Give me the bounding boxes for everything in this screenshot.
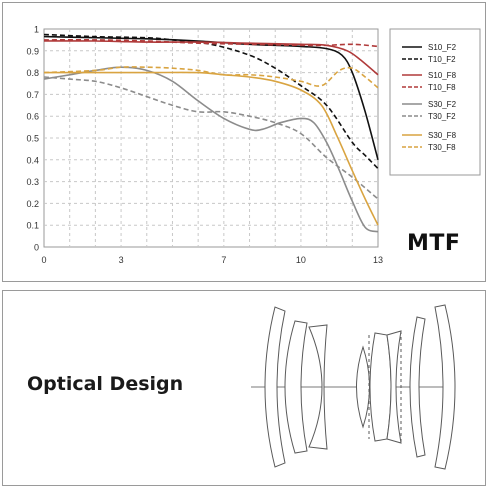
mtf-label: MTF — [407, 231, 461, 256]
lens-element-6 — [386, 330, 402, 444]
legend-label: T30_F8 — [428, 143, 456, 152]
y-tick-label: 0.7 — [26, 90, 39, 100]
x-tick-label: 3 — [119, 255, 124, 265]
series-line-t10-f2 — [43, 33, 379, 170]
mtf-chart: 00.10.20.30.40.50.60.70.80.910 3 7 10 13 S10… — [26, 25, 481, 265]
optical-design-label: Optical Design — [27, 373, 184, 395]
series-line-s10-f2 — [43, 35, 379, 161]
y-tick-label: 0.3 — [26, 177, 39, 187]
lens-element-2 — [284, 320, 308, 454]
lens-element-3 — [308, 324, 328, 450]
legend-label: S10_F2 — [428, 43, 457, 52]
series-line-t30-f8 — [43, 66, 379, 89]
y-tick-label: 0.1 — [26, 221, 39, 231]
x-tick-label: 10 — [296, 255, 306, 265]
y-tick-label: 0.2 — [26, 199, 39, 209]
y-tick-label: 0 — [34, 243, 39, 253]
optical-design-panel: Optical Design — [2, 290, 486, 486]
y-tick-label: 0.4 — [26, 155, 39, 165]
series-line-t10-f8 — [43, 39, 379, 48]
x-tick-label: 13 — [373, 255, 383, 265]
lens-element-7 — [409, 316, 426, 458]
legend-box — [389, 28, 481, 176]
y-tick-label: 1 — [34, 25, 39, 35]
legend-label: T30_F2 — [428, 112, 456, 121]
y-tick-label: 0.9 — [26, 46, 39, 56]
lens-diagram — [251, 304, 456, 470]
lens-element-4 — [356, 345, 370, 429]
mtf-chart-panel: 0 0.1 0.2 0.3 0.4 0.5 0.6 0.7 0.8 0.9 1 0 3 7 10 13 S10… — [2, 2, 486, 282]
series-line-s10-f8 — [43, 40, 379, 76]
legend-label: S30_F8 — [428, 131, 457, 140]
lens-element-5 — [369, 332, 392, 442]
y-tick-label: 0.6 — [26, 112, 39, 122]
legend-label: T10_F2 — [428, 55, 456, 64]
y-tick-label: 0.5 — [26, 134, 39, 144]
lens-element-1 — [264, 306, 286, 468]
legend-label: S30_F2 — [428, 100, 457, 109]
x-tick-label: 0 — [41, 255, 46, 265]
lens-element-8 — [434, 304, 456, 470]
y-tick-label: 0.8 — [26, 68, 39, 78]
legend-label: T10_F8 — [428, 83, 456, 92]
legend-label: S10_F8 — [428, 71, 457, 80]
x-tick-label: 7 — [221, 255, 226, 265]
series-line-t30-f2 — [43, 76, 379, 200]
series-line-s30-f8 — [44, 71, 379, 226]
